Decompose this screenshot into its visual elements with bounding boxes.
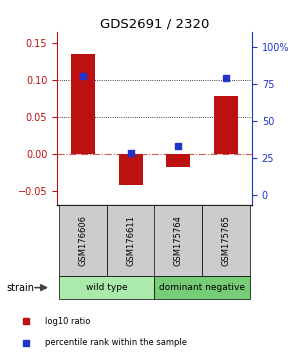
Text: wild type: wild type (86, 283, 128, 292)
Bar (59, 205, 107, 276)
Bar (107, 205, 154, 276)
Text: GSM176606: GSM176606 (79, 215, 88, 266)
Text: dominant negative: dominant negative (159, 283, 245, 292)
Bar (214, 96, 238, 154)
Text: strain: strain (6, 282, 34, 293)
Point (81, 74, 85, 79)
Bar (59, 276, 154, 299)
Bar (154, 205, 202, 276)
Bar (202, 205, 250, 276)
Text: GSM175764: GSM175764 (174, 215, 183, 266)
Text: log10 ratio: log10 ratio (45, 317, 91, 326)
Bar (154, 276, 250, 299)
Text: GSM175765: GSM175765 (221, 215, 230, 266)
Bar (167, 154, 190, 167)
Text: GSM176611: GSM176611 (126, 215, 135, 266)
Point (176, 143, 181, 149)
Point (128, 150, 133, 156)
Bar (119, 154, 142, 185)
Point (224, 75, 228, 81)
Bar (71, 54, 95, 154)
Title: GDS2691 / 2320: GDS2691 / 2320 (100, 18, 209, 31)
Text: percentile rank within the sample: percentile rank within the sample (45, 338, 187, 347)
